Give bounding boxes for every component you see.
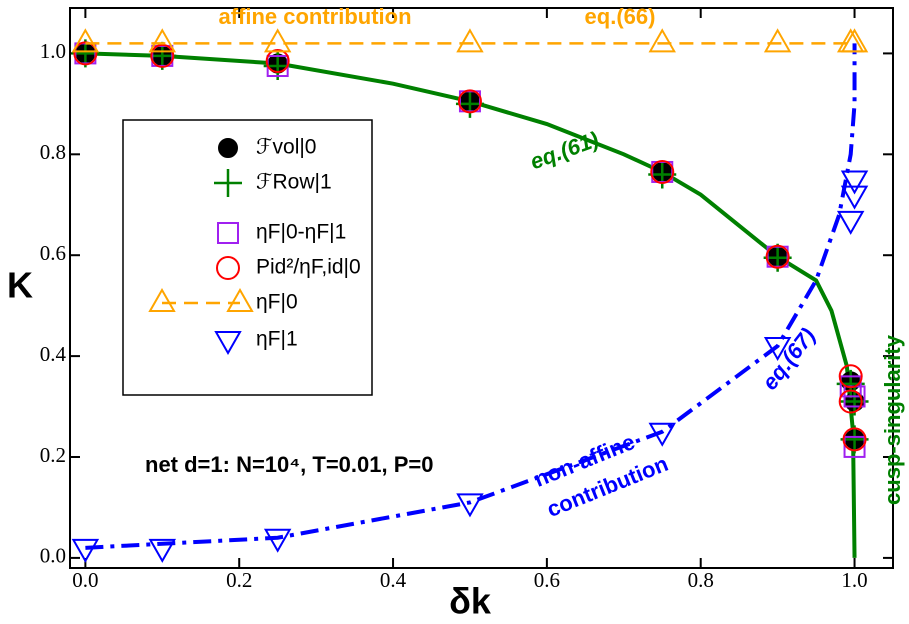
point [148, 28, 177, 53]
y-tick-label: 0.6 [40, 241, 66, 265]
annotation: cusp-singularity [880, 334, 905, 505]
point [840, 170, 869, 195]
point [650, 159, 675, 184]
point [838, 389, 863, 414]
point [457, 89, 482, 114]
legend-label: ηF|1 [256, 328, 298, 351]
legend-symbol [214, 169, 242, 197]
point [148, 538, 177, 563]
x-tick-label: 1.0 [841, 568, 867, 592]
legend-symbol [217, 222, 239, 244]
x-tick-label: 0.4 [380, 568, 407, 592]
x-tick-label: 0.8 [688, 568, 714, 592]
x-axis-label: δk [449, 581, 492, 622]
point [838, 364, 863, 389]
x-tick-label: 0.2 [226, 568, 252, 592]
point [763, 337, 792, 362]
legend-symbol [216, 256, 240, 280]
y-tick-label: 0.0 [40, 544, 66, 568]
y-tick-label: 1.0 [40, 39, 66, 63]
legend-symbol [218, 138, 238, 158]
legend-symbol [226, 287, 254, 312]
point [265, 48, 290, 73]
legend-label: ηF|0-ηF|1 [256, 221, 346, 244]
legend: ℱvol|0 ℱRow|1 ηF|0-ηF|1 Pid²/ηF,id|0 ηF|0 ηF|… [122, 119, 373, 396]
point [456, 493, 484, 518]
legend-symbol [214, 331, 242, 356]
point [843, 435, 866, 458]
point [840, 185, 869, 210]
legend-label: Pid²/ηF,id|0 [256, 256, 361, 279]
point [836, 28, 865, 53]
annotation: eq.(66) [585, 4, 656, 29]
point [842, 427, 867, 452]
point [456, 28, 484, 53]
point [840, 28, 869, 53]
point [765, 244, 790, 269]
legend-symbol [148, 287, 176, 312]
annotation: affine contribution [218, 4, 411, 29]
y-axis-label: K [7, 265, 33, 306]
plot-frame [69, 7, 894, 569]
y-tick-label: 0.2 [40, 443, 66, 467]
annotation: net d=1: N=10⁴, T=0.01, P=0 [145, 452, 433, 477]
legend-box [122, 119, 373, 396]
point [150, 43, 175, 68]
legend-label: ℱvol|0 [256, 136, 317, 159]
x-tick-label: 0.0 [72, 568, 98, 592]
curve [85, 43, 857, 550]
y-tick-label: 0.8 [40, 140, 66, 164]
legend-label: ℱRow|1 [256, 171, 332, 194]
point [836, 210, 865, 235]
x-tick-label: 0.6 [534, 568, 560, 592]
plot-area [70, 8, 893, 568]
point [648, 422, 676, 447]
point [71, 538, 100, 563]
legend-label: ηF|0 [256, 291, 298, 314]
y-tick-label: 0.4 [40, 342, 67, 366]
annotation: eq.(67) [757, 323, 820, 394]
point [263, 528, 292, 553]
point [263, 28, 292, 53]
point [71, 28, 100, 53]
point [648, 28, 676, 53]
annotation: eq.(61) [527, 127, 602, 175]
point [763, 28, 792, 53]
